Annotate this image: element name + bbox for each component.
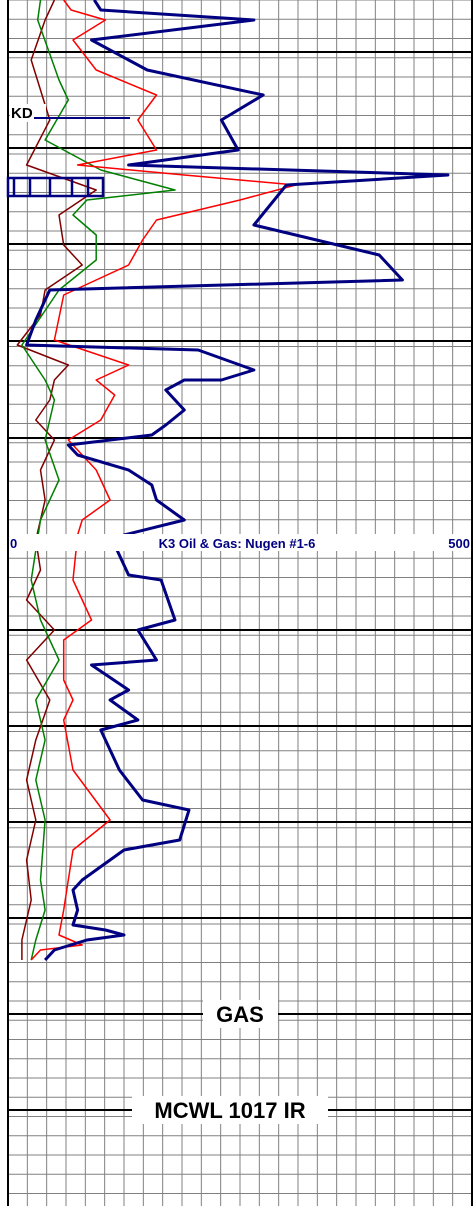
curve-navy — [25, 0, 450, 962]
scale-max-label: 500 — [448, 536, 470, 551]
curve-red — [30, 0, 297, 961]
curves — [16, 0, 450, 962]
chart-title: K3 Oil & Gas: Nugen #1-6 — [159, 536, 316, 551]
well-id-label: MCWL 1017 IR — [154, 1098, 305, 1123]
formation-marker-group: KD — [6, 104, 130, 198]
curve-brown — [16, 0, 97, 960]
scale-min-label: 0 — [10, 536, 17, 551]
formation-marker-label: KD — [11, 105, 33, 122]
track-labels: 0 K3 Oil & Gas: Nugen #1-6 500 GAS MCWL … — [9, 534, 471, 1124]
formation-marker-box — [6, 176, 105, 198]
scale-label-background — [9, 534, 471, 551]
gas-track-label: GAS — [216, 1002, 264, 1027]
curve-green — [21, 0, 176, 961]
gas-label-background — [203, 1000, 278, 1028]
well-id-label-background — [132, 1096, 328, 1124]
